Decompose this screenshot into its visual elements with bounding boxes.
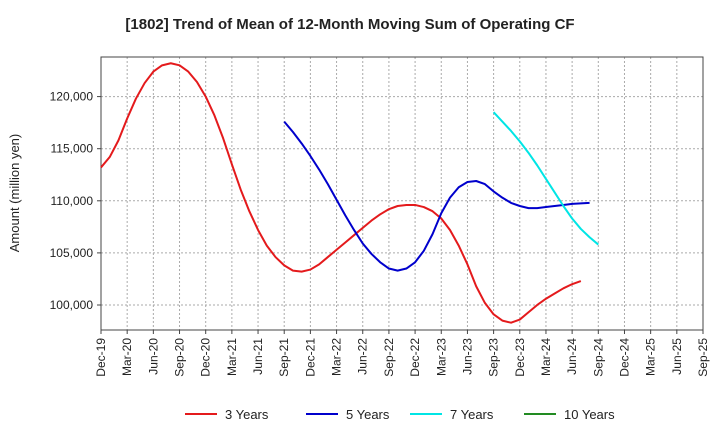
x-tick-label: Jun-21 <box>251 338 265 375</box>
x-tick-label: Mar-22 <box>330 338 344 376</box>
x-tick-label: Sep-24 <box>591 338 605 377</box>
chart-title: [1802] Trend of Mean of 12-Month Moving … <box>125 16 574 33</box>
x-tick-label: Dec-24 <box>617 338 631 377</box>
x-tick-label: Mar-21 <box>225 338 239 376</box>
x-tick-label: Dec-21 <box>303 338 317 377</box>
series-line-7-years <box>492 111 599 246</box>
x-tick-label: Jun-23 <box>460 338 474 375</box>
x-tick-label: Dec-20 <box>199 338 213 377</box>
legend-label: 7 Years <box>450 407 494 422</box>
x-tick-label: Dec-23 <box>513 338 527 377</box>
y-tick-label: 105,000 <box>50 246 94 260</box>
legend-label: 5 Years <box>346 407 390 422</box>
y-tick-label: 120,000 <box>50 90 94 104</box>
series-line-5-years <box>283 120 590 272</box>
plot-frame <box>100 56 704 331</box>
x-tick-label: Jun-24 <box>565 338 579 375</box>
legend-item-3-years: 3 Years <box>185 407 269 422</box>
x-tick-label: Jun-25 <box>670 338 684 375</box>
y-axis: 100,000 105,000 110,000 115,000 120,000 <box>50 90 101 312</box>
x-tick-label: Sep-21 <box>277 338 291 377</box>
series-group <box>100 62 599 324</box>
x-tick-label: Sep-23 <box>487 338 501 377</box>
x-axis: Dec-19 Mar-20 Jun-20 Sep-20 Dec-20 Mar-21 Jun-… <box>94 330 710 377</box>
x-tick-label: Sep-25 <box>696 338 710 377</box>
x-tick-label: Jun-20 <box>146 338 160 375</box>
x-tick-label: Jun-22 <box>356 338 370 375</box>
legend-item-10-years: 10 Years <box>524 407 615 422</box>
x-tick-label: Sep-20 <box>173 338 187 377</box>
y-tick-label: 110,000 <box>51 194 94 208</box>
x-tick-label: Sep-22 <box>382 338 396 377</box>
legend-item-7-years: 7 Years <box>410 407 494 422</box>
y-axis-label: Amount (million yen) <box>7 134 22 253</box>
legend-label: 3 Years <box>225 407 269 422</box>
series-line-3-years <box>100 62 582 324</box>
x-tick-label: Mar-23 <box>434 338 448 376</box>
grid <box>100 57 704 330</box>
legend-label: 10 Years <box>564 407 615 422</box>
x-tick-label: Dec-22 <box>408 338 422 377</box>
legend-item-5-years: 5 Years <box>306 407 390 422</box>
x-tick-label: Mar-25 <box>644 338 658 376</box>
y-tick-label: 100,000 <box>50 298 94 312</box>
x-tick-label: Mar-24 <box>539 338 553 376</box>
x-tick-label: Dec-19 <box>94 338 108 377</box>
x-tick-label: Mar-20 <box>120 338 134 376</box>
legend: 3 Years 5 Years 7 Years 10 Years <box>185 407 615 422</box>
y-tick-label: 115,000 <box>51 142 94 156</box>
